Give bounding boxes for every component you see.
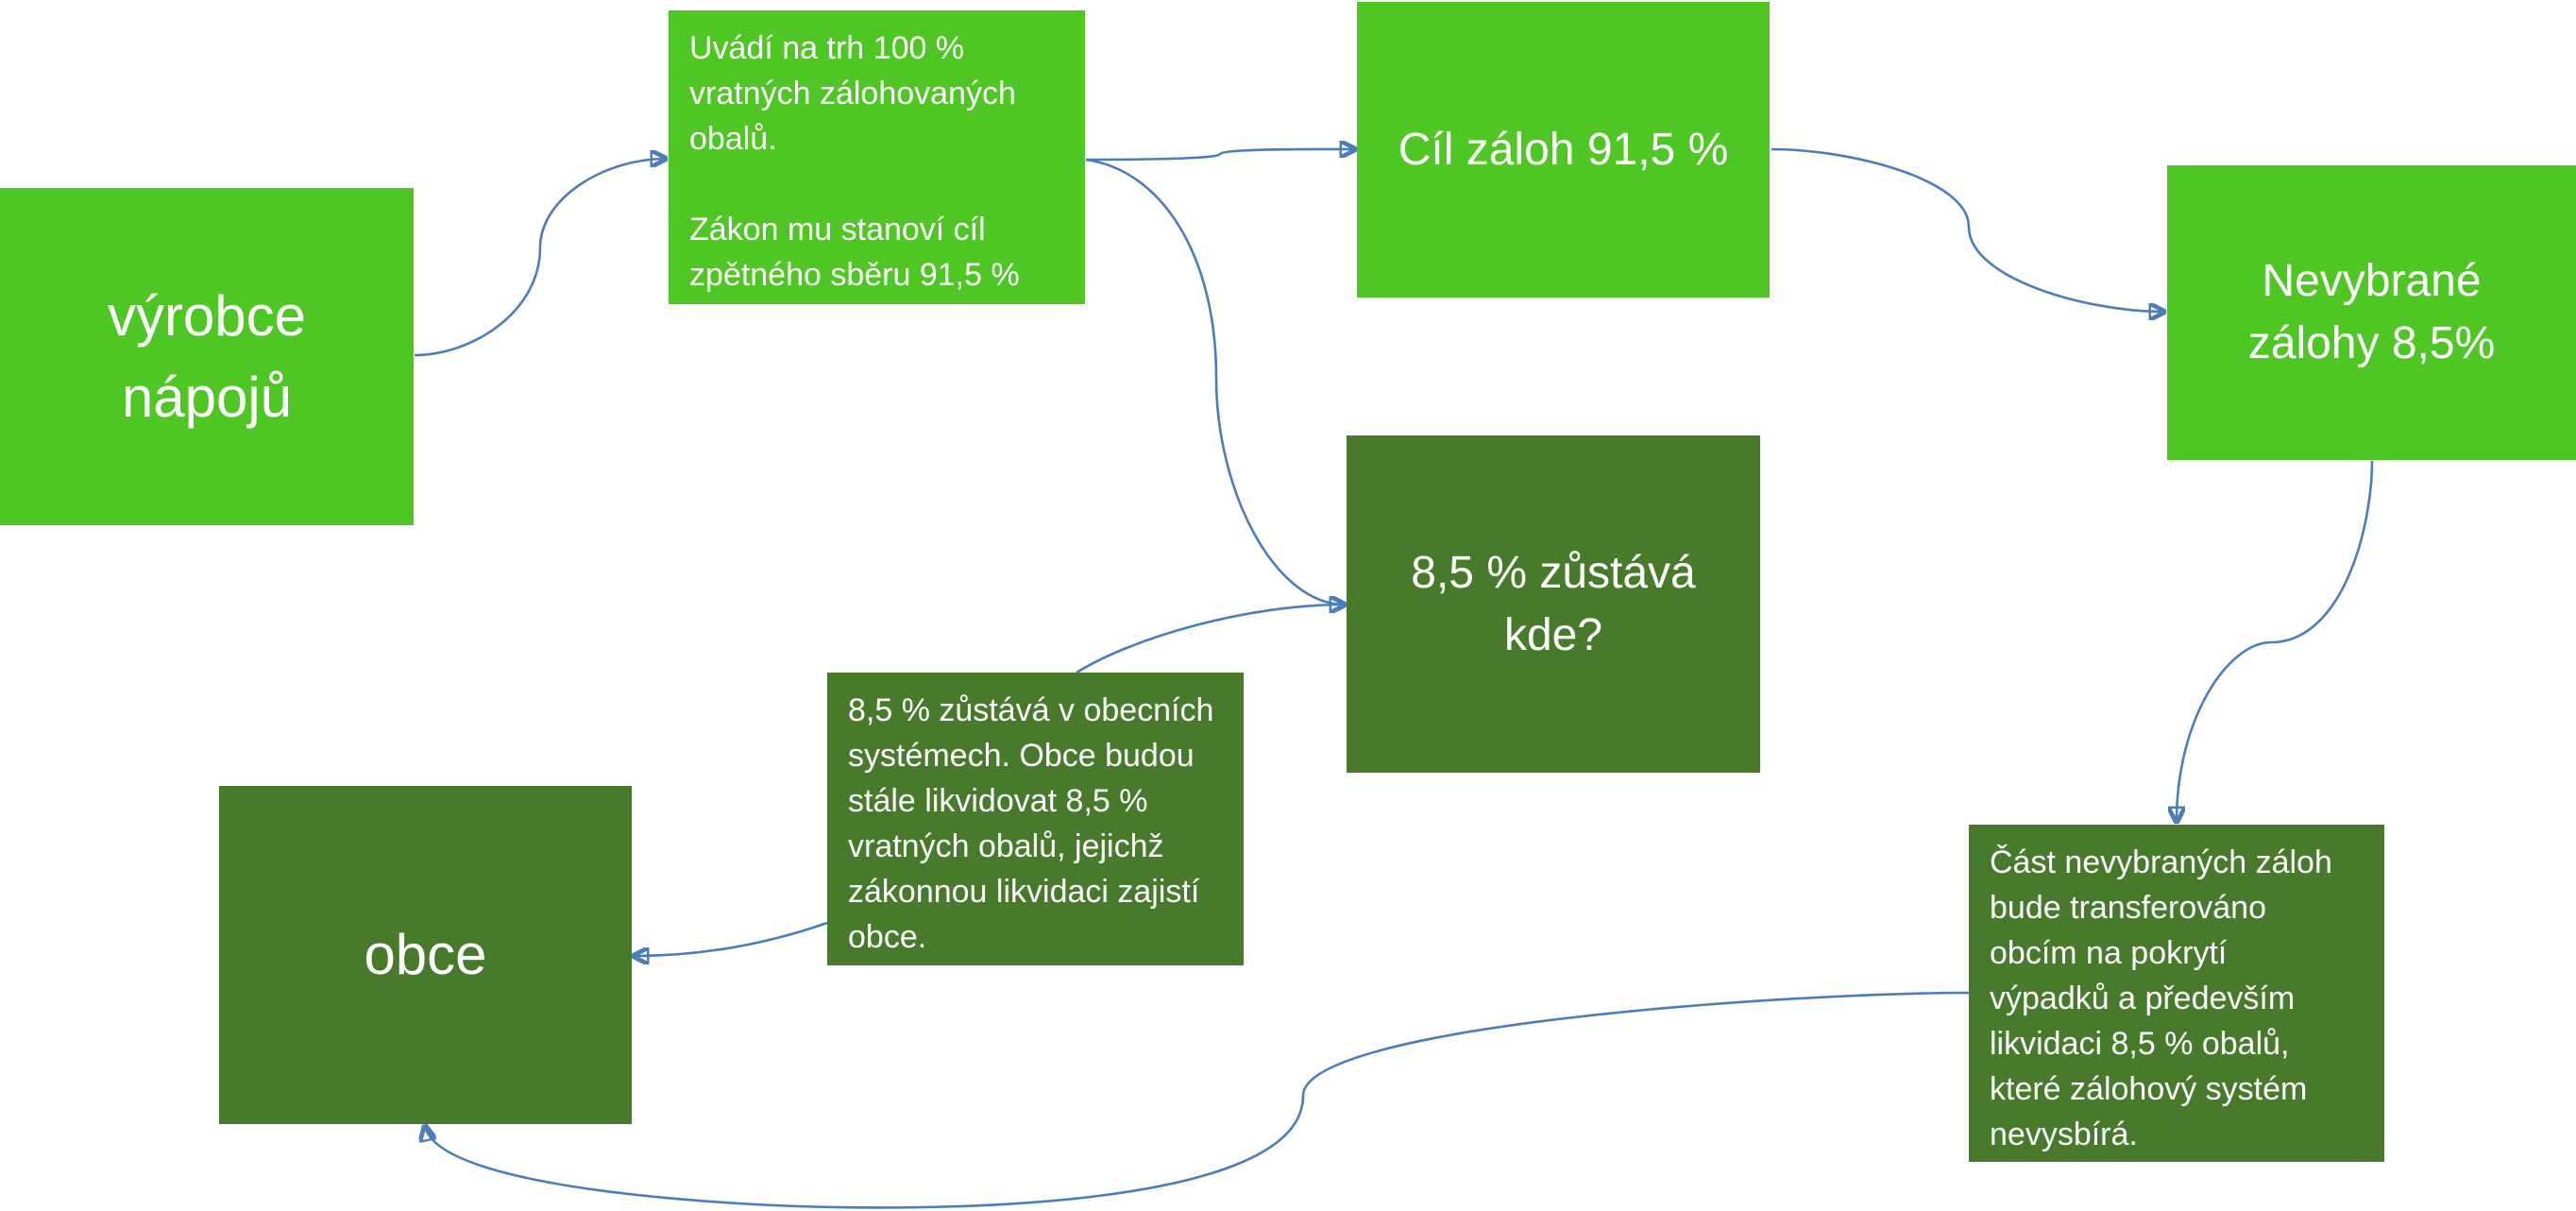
connector-transfer-to-municipalities [425, 991, 1970, 1209]
connector-deposit-target-to-unclaimed-deposits [1771, 147, 2164, 312]
node-unclaimed-deposits: Nevybrané zálohy 8,5% [2167, 165, 2576, 460]
transfer-line-6: které zálohový systém [1990, 1071, 2308, 1107]
municipal-systems-line-3: stále likvidovat 8,5 % [848, 783, 1148, 819]
municipal-systems-line-5: zákonnou likvidaci zajistí [848, 874, 1200, 910]
municipal-systems-line-4: vratných obalů, jejichž [848, 828, 1164, 864]
transfer-line-4: výpadků a především [1990, 981, 2296, 1016]
paragraph-gap [689, 162, 1064, 207]
market-info-line-1: Uvádí na trh 100 % [689, 30, 965, 66]
node-market-info: Uvádí na trh 100 % vratných zálohovaných… [669, 10, 1085, 304]
transfer-line-2: bude transferováno [1990, 890, 2266, 926]
connector-unclaimed-deposits-to-transfer [2177, 460, 2374, 822]
node-producer: výrobce nápojů [0, 188, 414, 525]
unclaimed-deposits-line-2: zálohy 8,5% [2247, 318, 2496, 368]
market-info-line-5: zpětného sběru 91,5 % [689, 257, 1020, 293]
remainder-question-line-2: kde? [1503, 609, 1603, 660]
municipalities-line-1: obce [364, 923, 487, 986]
transfer-line-5: likvidaci 8,5 % obalů, [1990, 1026, 2290, 1062]
node-municipalities: obce [219, 786, 632, 1124]
node-remainder-question: 8,5 % zůstává kde? [1347, 435, 1760, 773]
remainder-question-line-1: 8,5 % zůstává [1411, 547, 1696, 598]
node-deposit-target: Cíl záloh 91,5 % [1357, 2, 1770, 298]
municipal-systems-line-1: 8,5 % zůstává v obecních [848, 692, 1214, 728]
municipal-systems-line-6: obce. [848, 919, 927, 955]
deposit-target-line-1: Cíl záloh 91,5 % [1398, 124, 1729, 175]
connector-municipal-systems-to-municipalities [634, 921, 828, 956]
transfer-line-7: nevysbírá. [1990, 1117, 2138, 1152]
municipal-systems-line-2: systémech. Obce budou [848, 738, 1195, 774]
unclaimed-deposits-line-1: Nevybrané [2262, 256, 2482, 306]
connector-producer-to-market-info [414, 159, 666, 357]
market-info-line-4: Zákon mu stanoví cíl [689, 212, 986, 247]
node-municipal-systems: 8,5 % zůstává v obecních systémech. Obce… [827, 673, 1244, 965]
producer-line-2: nápojů [121, 365, 293, 429]
producer-line-1: výrobce [107, 283, 307, 348]
transfer-line-3: obcím na pokrytí [1990, 935, 2228, 971]
market-info-line-2: vratných zálohovaných [689, 76, 1016, 111]
connector-market-info-to-deposit-target [1085, 149, 1355, 162]
connector-municipal-systems-to-remainder-question [1076, 605, 1345, 674]
connector-market-info-to-remainder-question [1085, 158, 1345, 605]
market-info-line-3: obalů. [689, 121, 777, 157]
node-transfer: Část nevybraných záloh bude transferován… [1969, 825, 2384, 1162]
transfer-line-1: Část nevybraných záloh [1990, 844, 2332, 880]
